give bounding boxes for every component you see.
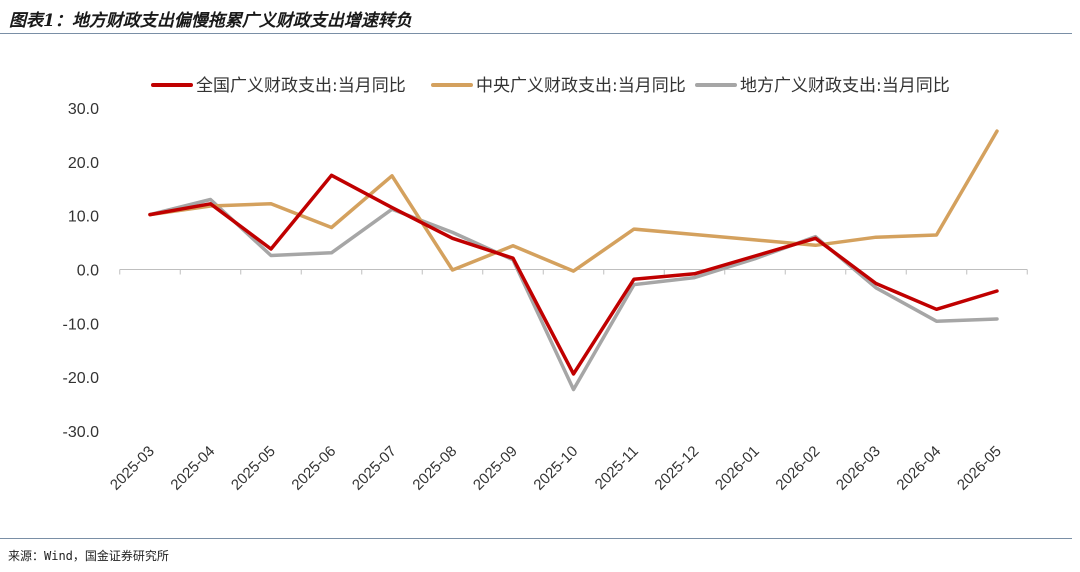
x-tick-label: 2025-05 bbox=[228, 443, 279, 494]
x-tick-label: 2025-10 bbox=[530, 443, 581, 494]
x-axis: 2025-03 2025-04 2025-05 2025-06 2025-07 2025-… bbox=[107, 269, 1028, 494]
x-tick-label: 2025-07 bbox=[349, 443, 400, 494]
x-tick-label: 2025-03 bbox=[107, 443, 158, 494]
chart-legend: 全国广义财政支出:当月同比 中央广义财政支出:当月同比 地方广义财政支出:当月同比 bbox=[151, 76, 950, 96]
legend-label-1: 全国广义财政支出:当月同比 bbox=[196, 76, 406, 96]
y-tick-label: 0.0 bbox=[77, 263, 99, 280]
series-group bbox=[148, 129, 999, 392]
series-line-2 bbox=[148, 129, 999, 273]
x-tick-label: 2025-06 bbox=[288, 443, 339, 494]
series-line-1 bbox=[148, 173, 999, 376]
figure-title: 图表1：地方财政支出偏慢拖累广义财政支出增速转负 bbox=[9, 11, 412, 31]
x-tick-label: 2025-09 bbox=[470, 443, 521, 494]
legend-label-3: 地方广义财政支出:当月同比 bbox=[740, 76, 950, 96]
y-tick-label: 20.0 bbox=[68, 155, 99, 172]
series-line-3 bbox=[148, 197, 999, 392]
x-tick-label: 2026-01 bbox=[712, 443, 763, 494]
x-tick-label: 2025-12 bbox=[651, 443, 702, 494]
y-tick-label: 10.0 bbox=[68, 209, 99, 226]
x-tick-label: 2026-03 bbox=[833, 443, 884, 494]
x-tick-label: 2025-04 bbox=[167, 443, 218, 494]
y-tick-label: -10.0 bbox=[63, 316, 100, 333]
x-tick-label: 2025-11 bbox=[592, 443, 642, 493]
x-tick-label: 2025-08 bbox=[409, 443, 460, 494]
title-divider bbox=[0, 33, 1072, 34]
x-tick-label: 2026-05 bbox=[954, 443, 1005, 494]
source-note: 来源：Wind，国金证券研究所 bbox=[8, 549, 169, 563]
y-tick-label: 30.0 bbox=[68, 101, 99, 118]
x-tick-label: 2026-02 bbox=[772, 443, 823, 494]
y-tick-label: -20.0 bbox=[63, 370, 100, 387]
y-axis: 30.0 20.0 10.0 0.0 -10.0 -20.0 -30.0 bbox=[63, 101, 100, 441]
y-tick-label: -30.0 bbox=[63, 424, 100, 441]
legend-label-2: 中央广义财政支出:当月同比 bbox=[476, 76, 686, 96]
source-divider bbox=[0, 538, 1072, 539]
x-tick-label: 2026-04 bbox=[893, 443, 944, 494]
